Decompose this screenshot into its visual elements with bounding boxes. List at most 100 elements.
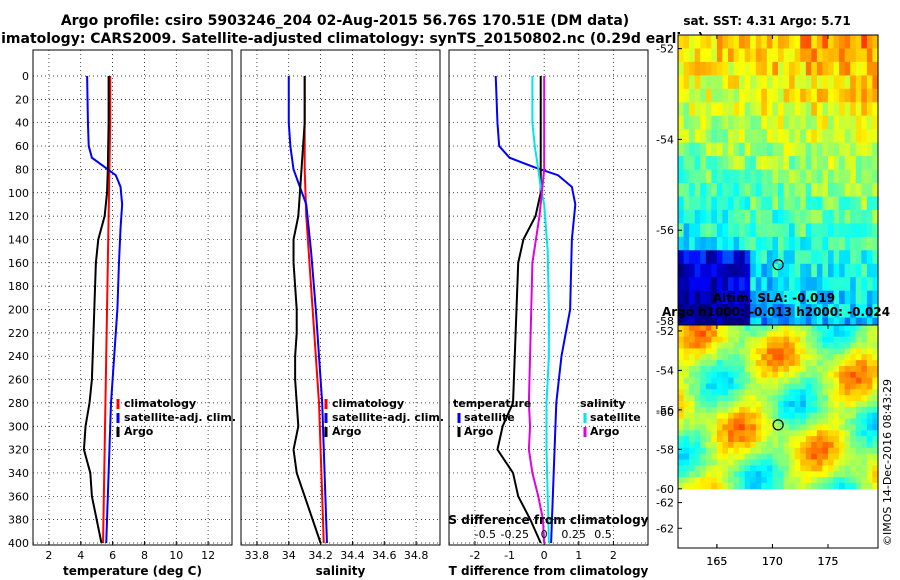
- map-cell: [744, 383, 751, 390]
- map-cell: [750, 304, 757, 319]
- map-cell: [833, 447, 840, 455]
- map-cell: [844, 482, 851, 490]
- x-tick-label: 34.8: [404, 549, 429, 562]
- map-cell: [844, 383, 851, 390]
- map-cell: [828, 304, 835, 319]
- map-cell: [772, 223, 779, 238]
- map-cell: [700, 142, 707, 157]
- map-cell: [789, 336, 796, 344]
- map-cell: [744, 447, 751, 455]
- map-cell: [833, 471, 840, 478]
- map-cell: [866, 365, 874, 373]
- map-cell: [850, 342, 857, 349]
- map-cell: [694, 169, 701, 184]
- s-tick-label: -0.5: [475, 528, 496, 541]
- map-cell: [761, 236, 768, 251]
- map-cell: [755, 453, 762, 461]
- map-cell: [833, 48, 840, 63]
- map-cell: [872, 290, 879, 305]
- map-cell: [716, 169, 724, 184]
- map-cell: [844, 183, 851, 198]
- map-cell: [805, 209, 812, 224]
- map-cell: [766, 342, 774, 349]
- map-cell: [716, 61, 724, 76]
- map-cell: [811, 277, 818, 292]
- map-cell: [689, 61, 696, 76]
- map-cell: [755, 401, 762, 408]
- map-cell: [844, 459, 851, 466]
- map-cell: [705, 183, 712, 198]
- map-cell: [783, 102, 790, 117]
- map-cell: [705, 115, 712, 130]
- map-cell: [716, 401, 724, 408]
- map-cell: [866, 304, 874, 319]
- map-cell: [700, 250, 707, 265]
- map-cell: [722, 471, 729, 478]
- map-cell: [700, 365, 707, 373]
- map-cell: [800, 447, 807, 455]
- map-cell: [816, 236, 824, 251]
- map-cell: [772, 48, 779, 63]
- map-cell: [789, 348, 796, 355]
- x-tick-label: -2: [469, 549, 480, 562]
- map-cell: [700, 424, 707, 431]
- map-cell: [700, 156, 707, 171]
- map-cell: [828, 35, 835, 50]
- map-cell: [739, 442, 746, 449]
- map-cell: [778, 183, 785, 198]
- map-cell: [794, 430, 801, 437]
- map-cell: [678, 412, 685, 420]
- map-cell: [722, 389, 729, 396]
- map-cell: [716, 277, 724, 292]
- map-cell: [789, 129, 796, 144]
- map-cell: [850, 290, 857, 305]
- map-cell: [783, 336, 790, 344]
- map-cell: [839, 209, 846, 224]
- map-cell: [716, 342, 724, 349]
- map-cell: [716, 430, 724, 437]
- map-cell: [678, 348, 685, 355]
- map-cell: [794, 129, 801, 144]
- map-cell: [866, 430, 874, 437]
- map-cell: [728, 336, 735, 344]
- map-cell: [750, 169, 757, 184]
- map-cell: [711, 436, 718, 443]
- map-cell: [855, 75, 862, 90]
- map-cell: [744, 412, 751, 420]
- map-cell: [694, 442, 701, 449]
- map-cell: [833, 406, 840, 414]
- map-cell: [733, 418, 740, 425]
- map-cell: [683, 412, 690, 420]
- map-cell: [850, 325, 857, 332]
- map-cell: [772, 424, 779, 431]
- map-cell: [816, 436, 824, 443]
- y-tick-label: 280: [8, 397, 29, 410]
- map-cell: [855, 330, 862, 338]
- map-cell: [816, 48, 824, 63]
- map-cell: [866, 290, 874, 305]
- map-cell: [822, 325, 829, 332]
- y-tick-label: 40: [15, 117, 29, 130]
- map-cell: [811, 371, 818, 379]
- map-cell: [872, 377, 879, 384]
- map-cell: [800, 477, 807, 484]
- map-cell: [822, 442, 829, 449]
- map-cell: [866, 61, 874, 76]
- map-cell: [705, 330, 712, 338]
- map-cell: [739, 209, 746, 224]
- map-cell: [739, 377, 746, 384]
- map-cell: [866, 418, 874, 425]
- map-cell: [689, 169, 696, 184]
- map-cell: [811, 459, 818, 466]
- map-cell: [789, 61, 796, 76]
- map-cell: [733, 342, 740, 349]
- map-cell: [844, 61, 851, 76]
- map-cell: [855, 406, 862, 414]
- map-cell: [805, 406, 812, 414]
- map-y-tick-label: -56: [656, 224, 674, 237]
- map-cell: [800, 465, 807, 472]
- map-cell: [711, 290, 718, 305]
- y-tick-label: 260: [8, 374, 29, 387]
- map-cell: [728, 418, 735, 425]
- map-cell: [755, 342, 762, 349]
